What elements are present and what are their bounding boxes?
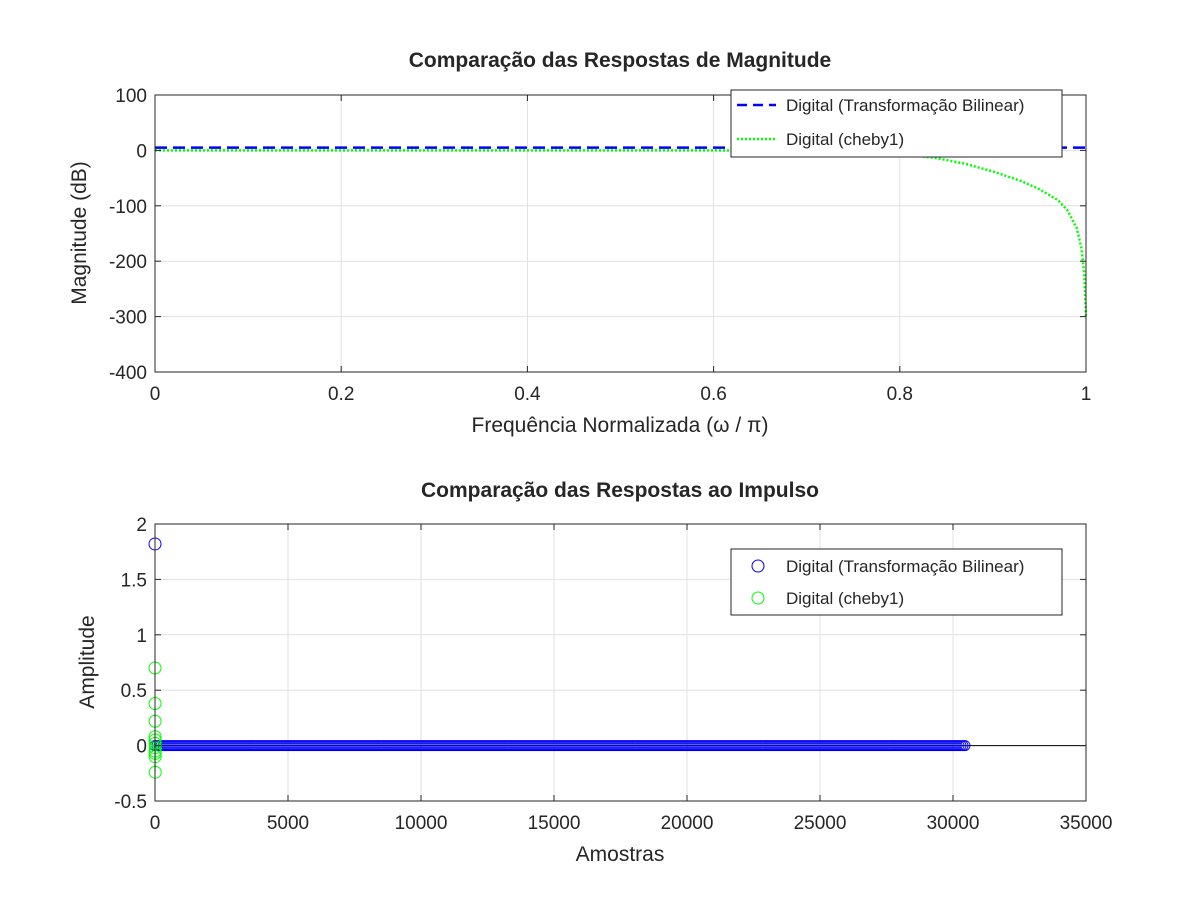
magnitude-ytick-label: 0: [136, 141, 147, 162]
magnitude-ytick-label: -400: [109, 363, 147, 384]
impulse-legend-marker-bilinear: [751, 559, 765, 573]
magnitude-xtick-label: 0.2: [328, 384, 354, 405]
impulse-ylabel: Amplitude: [76, 615, 99, 708]
impulse-axes-box: [154, 523, 1087, 802]
magnitude-ticks: 0 0.2 0.4 0.6 0.8 1 -400 -300 -200 -100 0 100: [109, 86, 1091, 405]
impulse-title: Comparação das Respostas ao Impulso: [421, 479, 819, 502]
magnitude-legend-label-cheby1: Digital (cheby1): [786, 130, 904, 149]
impulse-xtick-label: 0: [150, 813, 161, 834]
impulse-legend-label-cheby1: Digital (cheby1): [786, 589, 904, 608]
magnitude-legend-box: [730, 89, 1063, 158]
impulse-legend-label-bilinear: Digital (Transformação Bilinear): [786, 557, 1024, 576]
impulse-legend: Digital (Transformação Bilinear) Digital…: [730, 548, 1063, 616]
magnitude-legend: Digital (Transformação Bilinear) Digital…: [730, 89, 1063, 158]
magnitude-xtick-label: 1: [1081, 384, 1092, 405]
magnitude-xtick-label: 0.8: [887, 384, 913, 405]
magnitude-legend-label-bilinear: Digital (Transformação Bilinear): [786, 96, 1024, 115]
magnitude-xtick-label: 0.6: [700, 384, 726, 405]
impulse-ytick-label: 1.5: [121, 570, 147, 591]
impulse-bilinear-point: [959, 740, 971, 752]
impulse-ytick-label: -0.5: [114, 792, 147, 813]
impulse-ytick-label: 2: [136, 515, 147, 536]
magnitude-axes-box: [154, 94, 1087, 373]
impulse-ticks: 0 5000 10000 15000 20000 25000 30000 35000-0.50…: [114, 515, 1112, 834]
magnitude-ytick-label: -100: [109, 197, 147, 218]
impulse-xtick-label: 5000: [267, 813, 309, 834]
magnitude-xtick-label: 0.4: [514, 384, 541, 405]
magnitude-ytick-label: -300: [109, 308, 147, 329]
magnitude-subplot: 0 0.2 0.4 0.6 0.8 1 -400 -300 -200 -100 0 100 Compa…: [68, 49, 1091, 437]
impulse-xtick-label: 20000: [661, 813, 714, 834]
impulse-xtick-label: 25000: [794, 813, 847, 834]
impulse-ytick-label: 1: [136, 626, 147, 647]
magnitude-xlabel: Frequência Normalizada (ω / π): [472, 414, 769, 437]
impulse-xtick-label: 35000: [1060, 813, 1113, 834]
magnitude-xtick-label: 0: [150, 384, 161, 405]
magnitude-series-cheby1-line: [155, 149, 1088, 317]
impulse-xtick-label: 10000: [395, 813, 448, 834]
impulse-ytick-label: 0: [136, 737, 147, 758]
impulse-xtick-label: 15000: [528, 813, 581, 834]
impulse-series-bilinear: [148, 537, 971, 752]
impulse-xtick-label: 30000: [927, 813, 980, 834]
magnitude-ytick-label: -200: [109, 252, 147, 273]
impulse-legend-box: [730, 548, 1063, 616]
magnitude-title: Comparação das Respostas de Magnitude: [409, 49, 831, 72]
impulse-series: [148, 537, 1086, 779]
magnitude-ytick-label: 100: [115, 86, 147, 107]
magnitude-ylabel: Magnitude (dB): [68, 161, 91, 305]
impulse-legend-marker-cheby1: [751, 591, 765, 605]
impulse-subplot: 0 5000 10000 15000 20000 25000 30000 35000-0.50…: [76, 479, 1112, 866]
impulse-ytick-label: 0.5: [121, 681, 147, 702]
impulse-xlabel: Amostras: [576, 843, 665, 866]
